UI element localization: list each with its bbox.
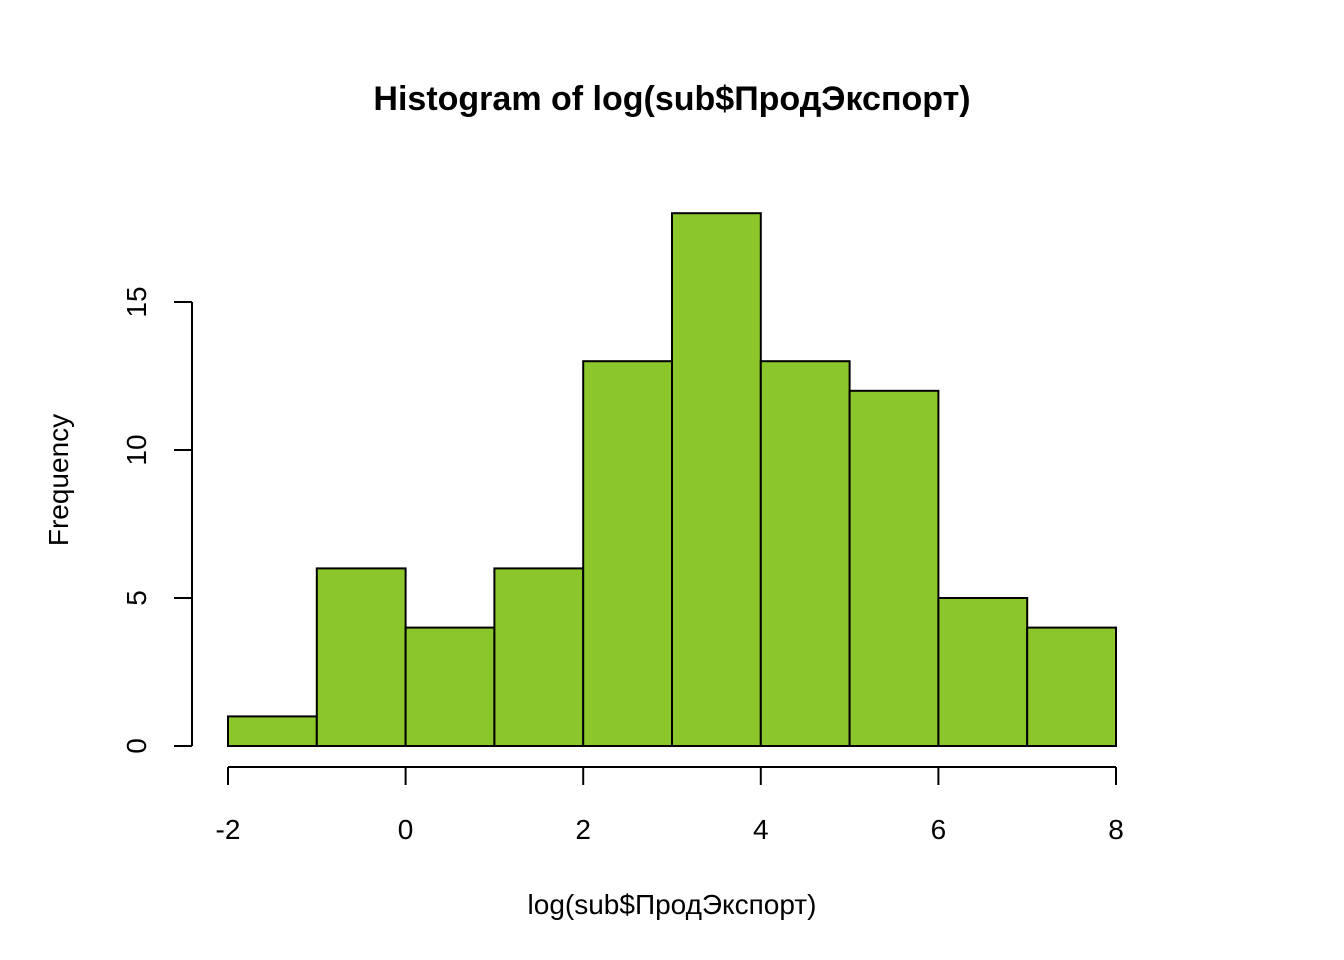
histogram-bar-4 [582,360,674,747]
histogram-bar-7 [848,389,940,747]
x-tick-label-4: 6 [931,814,947,845]
x-tick-label-0: -2 [216,814,241,845]
histogram-bar-2 [404,626,496,747]
x-axis-label: log(sub$ПродЭкспорт) [528,889,817,920]
y-axis: 0 5 10 15 [121,286,193,754]
histogram-bar-0 [227,715,318,748]
histogram-bar-3 [493,567,585,748]
x-tick-label-5: 8 [1108,814,1124,845]
histogram-bar-5 [671,212,762,747]
y-axis-label: Frequency [43,414,74,546]
y-tick-label-0: 0 [121,738,152,754]
histogram-bar-8 [937,597,1029,747]
bars-group [227,212,1117,748]
y-tick-label-2: 10 [121,434,152,465]
histogram-bar-1 [315,567,407,748]
x-axis: -2 0 2 4 6 8 [216,766,1124,845]
histogram-bar-9 [1026,626,1117,747]
chart-title: Histogram of log(sub$ПродЭкспорт) [373,80,970,118]
y-tick-label-1: 5 [121,590,152,606]
y-tick-label-3: 15 [121,286,152,317]
x-tick-label-1: 0 [398,814,414,845]
x-tick-label-3: 4 [753,814,769,845]
histogram-bar-6 [759,360,851,747]
x-tick-label-2: 2 [575,814,591,845]
